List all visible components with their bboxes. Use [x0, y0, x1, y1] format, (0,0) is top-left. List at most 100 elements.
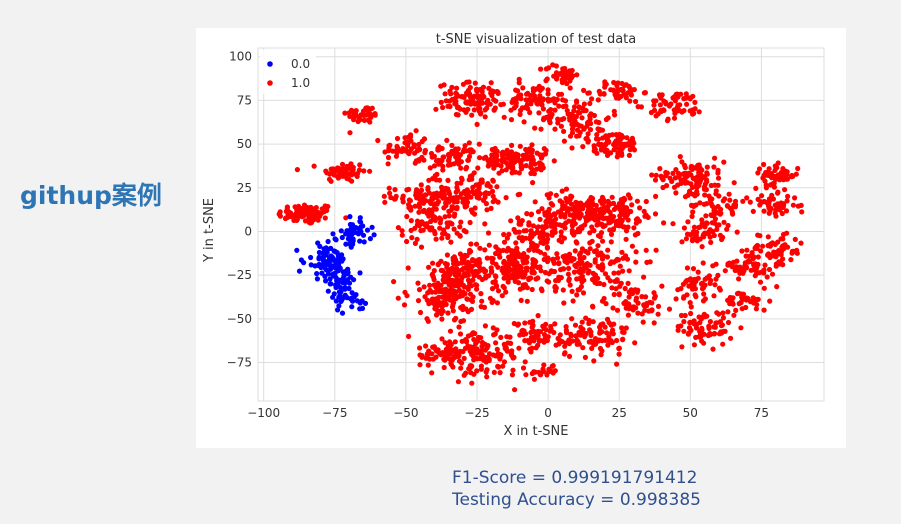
- scatter-point-1.0: [586, 339, 592, 345]
- scatter-point-1.0: [478, 348, 484, 354]
- scatter-point-1.0: [478, 304, 484, 310]
- scatter-point-1.0: [555, 335, 561, 342]
- scatter-point-1.0: [717, 232, 724, 238]
- scatter-point-1.0: [570, 298, 576, 304]
- scatter-point-1.0: [468, 101, 474, 107]
- scatter-point-1.0: [436, 215, 443, 221]
- scatter-point-1.0: [740, 270, 746, 276]
- scatter-point-1.0: [579, 279, 585, 285]
- scatter-point-1.0: [469, 380, 475, 386]
- scatter-point-1.0: [504, 235, 510, 241]
- scatter-point-1.0: [589, 96, 595, 102]
- scatter-point-1.0: [394, 135, 401, 142]
- scatter-point-1.0: [399, 228, 405, 234]
- scatter-point-1.0: [740, 198, 746, 204]
- scatter-point-1.0: [693, 234, 699, 240]
- scatter-point-1.0: [782, 242, 788, 248]
- scatter-point-1.0: [664, 183, 670, 189]
- y-axis-title: Y in t-SNE: [202, 198, 217, 263]
- scatter-point-1.0: [390, 148, 396, 154]
- scatter-point-0.0: [334, 283, 340, 289]
- scatter-point-1.0: [625, 217, 631, 223]
- scatter-point-1.0: [615, 270, 622, 276]
- scatter-point-1.0: [635, 104, 641, 110]
- scatter-point-1.0: [515, 274, 521, 280]
- scatter-point-1.0: [588, 332, 594, 338]
- scatter-point-1.0: [545, 98, 552, 104]
- scatter-point-1.0: [657, 102, 663, 108]
- scatter-point-1.0: [580, 290, 587, 296]
- scatter-point-1.0: [433, 106, 439, 112]
- scatter-point-1.0: [618, 220, 624, 226]
- scatter-point-1.0: [339, 168, 346, 174]
- scatter-point-1.0: [361, 117, 367, 123]
- scatter-point-1.0: [683, 91, 689, 97]
- scatter-point-1.0: [529, 147, 535, 153]
- scatter-point-0.0: [321, 259, 327, 265]
- scatter-point-1.0: [614, 222, 620, 228]
- scatter-point-1.0: [689, 238, 696, 244]
- scatter-point-1.0: [624, 135, 630, 141]
- scatter-point-1.0: [633, 220, 639, 226]
- scatter-point-1.0: [474, 88, 480, 94]
- scatter-point-1.0: [474, 270, 480, 276]
- scatter-point-1.0: [566, 353, 573, 359]
- scatter-point-1.0: [542, 269, 549, 276]
- scatter-point-1.0: [423, 198, 429, 204]
- scatter-point-1.0: [563, 327, 569, 333]
- scatter-point-1.0: [493, 250, 499, 257]
- scatter-point-1.0: [693, 322, 699, 328]
- scatter-point-1.0: [712, 216, 719, 222]
- scatter-point-1.0: [684, 292, 690, 298]
- scatter-point-1.0: [417, 345, 423, 351]
- scatter-point-1.0: [598, 206, 604, 212]
- scatter-point-0.0: [355, 231, 362, 237]
- scatter-point-1.0: [604, 254, 610, 260]
- scatter-point-1.0: [510, 97, 516, 103]
- scatter-point-1.0: [568, 201, 575, 207]
- scatter-point-1.0: [490, 298, 496, 304]
- scatter-point-1.0: [751, 267, 757, 273]
- scatter-point-1.0: [591, 112, 597, 119]
- scatter-point-1.0: [436, 144, 442, 150]
- scatter-point-1.0: [578, 284, 584, 290]
- scatter-point-1.0: [470, 277, 476, 283]
- scatter-point-1.0: [574, 276, 580, 282]
- scatter-point-1.0: [540, 228, 546, 234]
- scatter-point-1.0: [661, 98, 667, 104]
- scatter-point-1.0: [632, 340, 638, 346]
- scatter-point-1.0: [532, 161, 538, 167]
- scatter-point-0.0: [347, 214, 353, 220]
- scatter-point-1.0: [587, 327, 593, 333]
- scatter-point-1.0: [608, 338, 614, 344]
- scatter-point-1.0: [430, 213, 436, 219]
- scatter-point-1.0: [537, 329, 543, 335]
- scatter-point-1.0: [479, 177, 485, 183]
- scatter-point-1.0: [527, 338, 533, 344]
- scatter-point-1.0: [556, 260, 562, 266]
- scatter-point-1.0: [501, 114, 507, 120]
- scatter-point-1.0: [550, 62, 556, 68]
- scatter-point-1.0: [442, 91, 448, 97]
- scatter-point-1.0: [539, 85, 545, 91]
- scatter-point-1.0: [772, 176, 779, 182]
- scatter-point-1.0: [440, 104, 446, 111]
- testing-accuracy-text: Testing Accuracy = 0.998385: [452, 490, 701, 510]
- scatter-point-1.0: [683, 236, 689, 242]
- scatter-point-1.0: [675, 287, 681, 293]
- scatter-point-1.0: [533, 345, 539, 351]
- scatter-point-1.0: [544, 244, 550, 250]
- scatter-point-1.0: [682, 312, 688, 319]
- scatter-point-0.0: [331, 248, 337, 254]
- scatter-point-1.0: [696, 314, 702, 320]
- scatter-point-1.0: [601, 281, 607, 288]
- x-tick-label: −75: [322, 406, 347, 420]
- scatter-point-1.0: [467, 84, 473, 91]
- scatter-point-1.0: [395, 147, 401, 153]
- scatter-point-1.0: [555, 277, 562, 283]
- scatter-point-1.0: [476, 274, 482, 280]
- scatter-point-1.0: [440, 299, 446, 306]
- scatter-point-1.0: [479, 298, 485, 304]
- scatter-point-1.0: [541, 339, 547, 345]
- scatter-point-1.0: [431, 202, 437, 208]
